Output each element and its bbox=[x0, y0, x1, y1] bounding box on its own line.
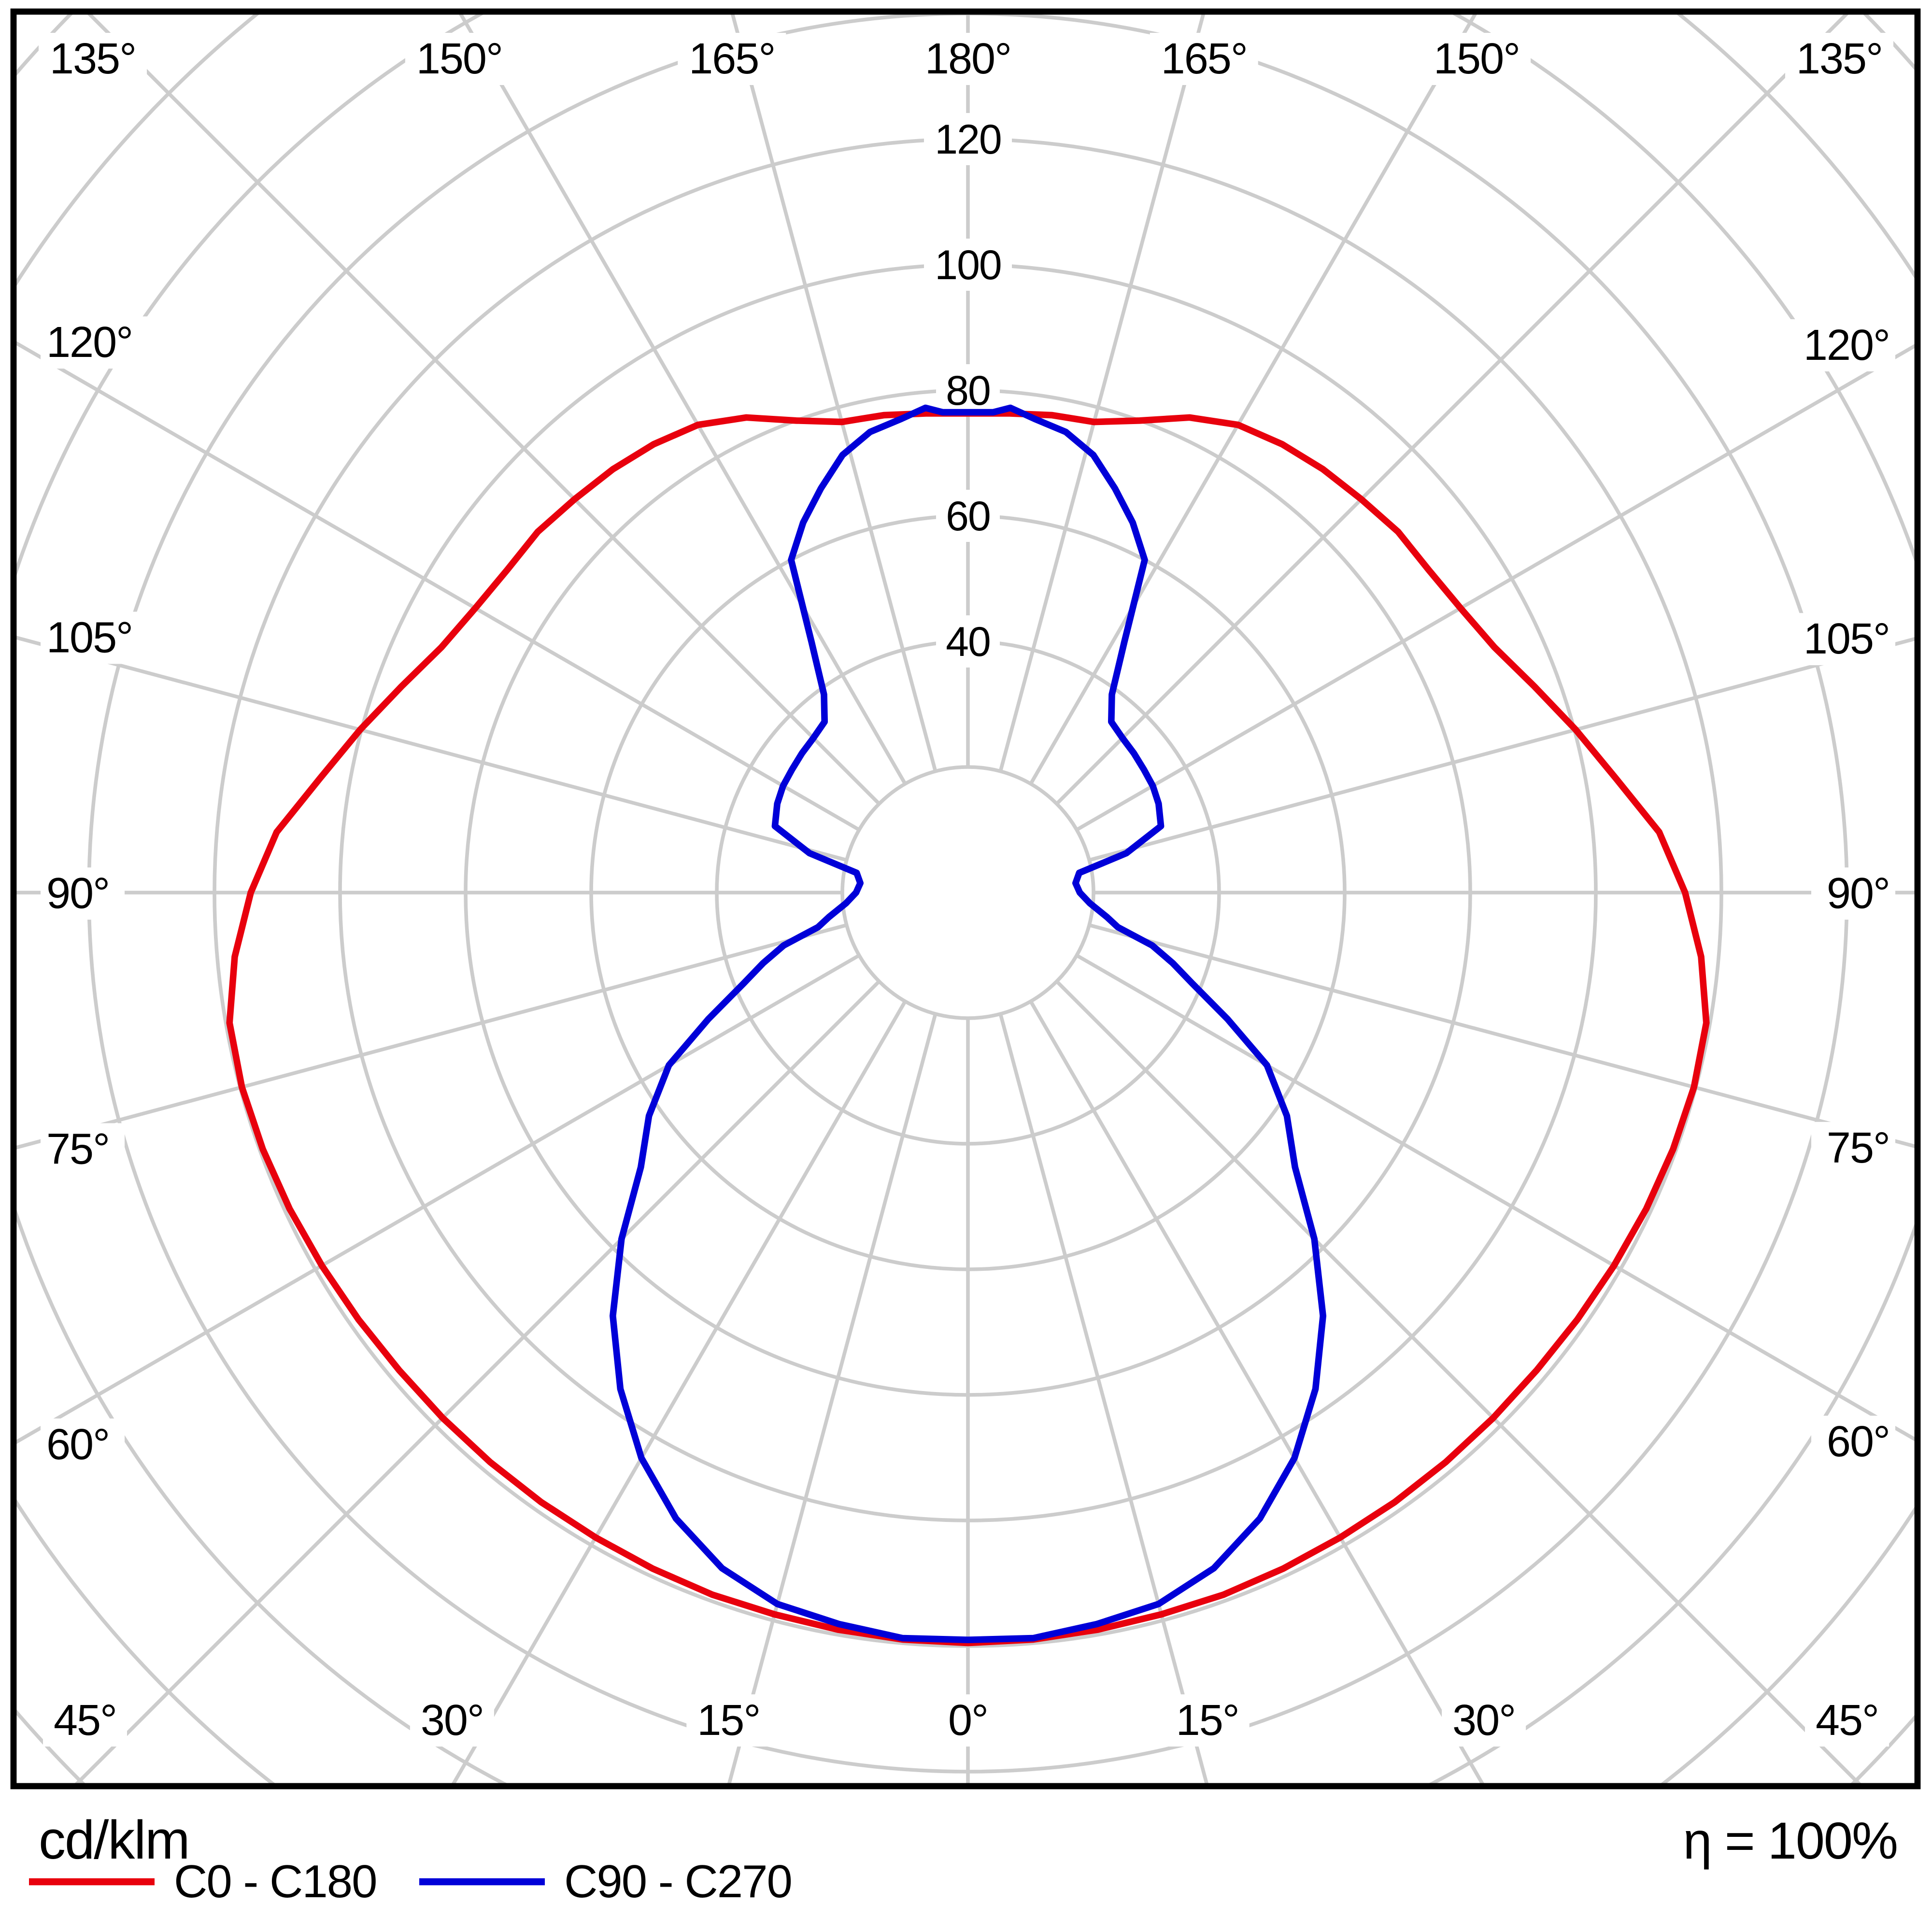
angle-label-bg bbox=[1811, 1122, 1895, 1174]
angle-label-bg bbox=[39, 33, 147, 85]
angle-label: 120° bbox=[1804, 321, 1889, 369]
radial-label-bg bbox=[924, 113, 1012, 165]
curve-c90-c270 bbox=[610, 404, 1326, 1643]
angle-label: 45° bbox=[1816, 1696, 1878, 1745]
radial-label: 60 bbox=[946, 493, 990, 540]
radial-label: 100 bbox=[935, 242, 1001, 288]
grid-spoke bbox=[998, 14, 1206, 772]
angle-label-bg bbox=[1442, 1694, 1526, 1747]
grid-spoke bbox=[16, 636, 847, 862]
angle-label-bg bbox=[914, 33, 1022, 85]
radial-label: 120 bbox=[935, 116, 1001, 163]
angle-label: 15° bbox=[697, 1696, 760, 1745]
angle-label-bg bbox=[1150, 33, 1258, 85]
radial-label-bg bbox=[924, 239, 1012, 291]
angle-label-bg bbox=[686, 1694, 771, 1747]
grid-spoke bbox=[1055, 14, 1849, 805]
angle-labels: 0° 15° 15° 30° 30° 45° 45° 60° 60° 75° 75° 90° 90° 10… bbox=[39, 33, 1895, 1747]
angle-label: 165° bbox=[1161, 35, 1247, 83]
angle-label-bg bbox=[1787, 319, 1895, 371]
angle-label-bg bbox=[1787, 613, 1895, 666]
grid-spoke bbox=[1029, 14, 1477, 785]
angle-label: 60° bbox=[46, 1421, 109, 1469]
grid-spoke bbox=[1076, 953, 1916, 1442]
grid-spoke bbox=[451, 1000, 907, 1784]
angle-label-bg bbox=[938, 1694, 998, 1747]
angle-label: 105° bbox=[1804, 615, 1889, 663]
angle-label: 150° bbox=[416, 35, 502, 83]
grid-spoke bbox=[1089, 637, 1916, 862]
unit-label: cd/klm bbox=[39, 1810, 189, 1870]
angle-label: 30° bbox=[1452, 1696, 1515, 1745]
grid-spoke bbox=[16, 953, 860, 1444]
angle-label: 180° bbox=[925, 35, 1011, 83]
grid-spoke bbox=[1055, 980, 1862, 1784]
grid-spoke bbox=[730, 14, 938, 772]
grid-spoke bbox=[998, 1013, 1209, 1784]
angle-label-bg bbox=[43, 1694, 127, 1747]
footer: cd/klm C0 - C180 C90 - C270 η = 100% bbox=[29, 1810, 1898, 1907]
angle-label-bg bbox=[1422, 33, 1531, 85]
radial-label: 80 bbox=[946, 368, 990, 414]
radial-label-bg bbox=[936, 364, 1000, 416]
angle-label-bg bbox=[1165, 1694, 1250, 1747]
grid-spoke bbox=[458, 14, 907, 785]
angle-label-bg bbox=[41, 867, 125, 920]
angle-label: 165° bbox=[689, 35, 775, 83]
angle-label: 105° bbox=[46, 614, 132, 662]
angle-label-bg bbox=[41, 1418, 125, 1471]
angle-label-bg bbox=[41, 611, 149, 664]
angle-label-bg bbox=[1811, 867, 1895, 920]
plot-border bbox=[10, 8, 1921, 1790]
angle-label-bg bbox=[405, 33, 513, 85]
angle-label-bg bbox=[1785, 33, 1893, 85]
radial-label-bg bbox=[936, 490, 1000, 542]
grid-spoke bbox=[1089, 923, 1916, 1149]
intensity-curves bbox=[226, 404, 1710, 1647]
radial-label-bg bbox=[936, 615, 1000, 668]
angle-label-bg bbox=[41, 316, 149, 369]
grid-circle bbox=[840, 765, 1095, 1020]
angle-label: 75° bbox=[46, 1125, 109, 1173]
angle-label: 150° bbox=[1434, 35, 1520, 83]
grid-spoke bbox=[1076, 343, 1916, 832]
angle-label-bg bbox=[1805, 1694, 1889, 1747]
radial-labels: 40 60 80 100 120 bbox=[924, 113, 1012, 668]
angle-label: 0° bbox=[948, 1696, 988, 1745]
efficiency-label: η = 100% bbox=[1683, 1811, 1897, 1870]
angle-label-bg bbox=[1811, 1416, 1895, 1468]
angle-label: 90° bbox=[1827, 869, 1889, 918]
grid-spoke bbox=[1029, 1000, 1485, 1784]
angle-label: 135° bbox=[1796, 35, 1882, 83]
angle-label-bg bbox=[678, 33, 786, 85]
grid-spoke bbox=[73, 980, 881, 1784]
angle-label: 60° bbox=[1827, 1418, 1889, 1466]
angle-label: 75° bbox=[1827, 1124, 1889, 1172]
angle-label: 120° bbox=[46, 318, 132, 367]
angle-label-bg bbox=[410, 1694, 494, 1747]
grid-spoke bbox=[16, 923, 847, 1150]
radial-label: 40 bbox=[946, 619, 990, 665]
angle-label: 15° bbox=[1176, 1696, 1239, 1745]
grid-spoke bbox=[16, 341, 860, 832]
grid-spoke bbox=[727, 1013, 938, 1784]
legend-label-c0-c180: C0 - C180 bbox=[174, 1856, 377, 1907]
angle-label: 30° bbox=[421, 1696, 483, 1745]
angle-label: 45° bbox=[54, 1696, 116, 1745]
angle-label: 135° bbox=[50, 35, 136, 83]
angle-label: 90° bbox=[46, 869, 109, 918]
grid-spoke bbox=[87, 14, 881, 805]
legend-label-c90-c270: C90 - C270 bbox=[564, 1856, 792, 1907]
angle-label-bg bbox=[41, 1123, 125, 1176]
